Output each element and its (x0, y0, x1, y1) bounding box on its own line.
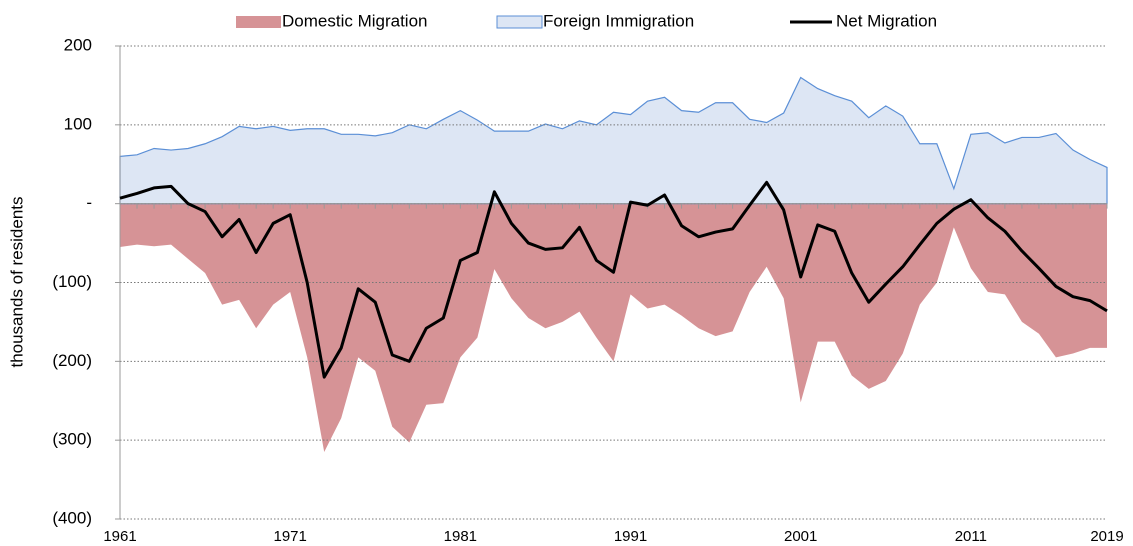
y-tick-label: - (86, 193, 92, 212)
line (119, 180, 1108, 379)
area (119, 76, 1108, 205)
legend-label: Foreign Immigration (543, 11, 694, 30)
y-tick-label: (200) (52, 351, 92, 370)
y-tick-label: (400) (52, 508, 92, 527)
x-tick-label: 1981 (444, 528, 477, 545)
legend-label: Domestic Migration (282, 11, 428, 30)
x-tick-label: 1961 (103, 528, 136, 545)
x-tick-label: 2001 (784, 528, 817, 545)
y-tick-label: 200 (64, 35, 92, 54)
x-tick-label: 1971 (273, 528, 306, 545)
y-tick-label: (100) (52, 272, 92, 291)
x-tick-label: 1991 (614, 528, 647, 545)
y-tick-label: 100 (64, 114, 92, 133)
legend-swatch (496, 15, 543, 29)
y-axis-label: thousands of residents (7, 196, 26, 367)
x-tick-label: 2011 (955, 528, 987, 545)
legend-label: Net Migration (836, 11, 937, 30)
area (120, 203, 1107, 452)
legend-swatch (236, 16, 281, 28)
y-tick-label: (300) (52, 430, 92, 449)
x-tick-label: 2019 (1090, 528, 1123, 545)
